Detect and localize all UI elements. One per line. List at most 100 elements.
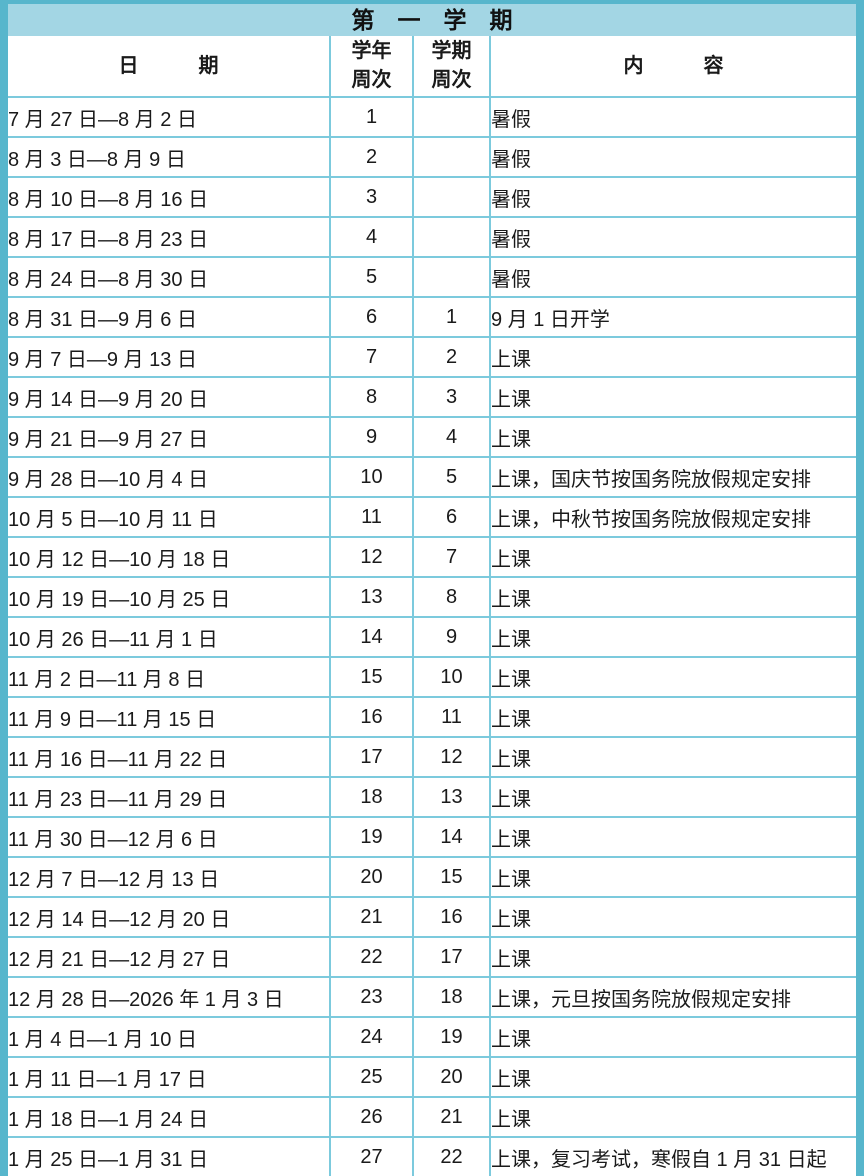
year-week-cell: 24 (329, 1016, 414, 1058)
table-row: 10 月 5 日—10 月 11 日 11 6 上课，中秋节按国务院放假规定安排 (8, 496, 856, 538)
year-week-cell: 8 (329, 376, 414, 418)
table-row: 7 月 27 日—8 月 2 日 1 暑假 (8, 96, 856, 138)
content-cell: 上课，中秋节按国务院放假规定安排 (489, 496, 856, 538)
table-row: 11 月 16 日—11 月 22 日 17 12 上课 (8, 736, 856, 778)
year-week-cell: 21 (329, 896, 414, 938)
table-row: 11 月 23 日—11 月 29 日 18 13 上课 (8, 776, 856, 818)
content-cell: 上课 (489, 1096, 856, 1138)
date-cell: 8 月 17 日—8 月 23 日 (8, 216, 331, 258)
semester-week-cell: 15 (412, 856, 491, 898)
content-cell: 上课 (489, 1016, 856, 1058)
semester-week-cell: 6 (412, 496, 491, 538)
header-semester-week: 学期 周次 (412, 36, 491, 98)
table-row: 1 月 25 日—1 月 31 日 27 22 上课，复习考试，寒假自 1 月 31 … (8, 1136, 856, 1176)
content-cell: 上课 (489, 336, 856, 378)
year-week-cell: 25 (329, 1056, 414, 1098)
content-cell: 上课，复习考试，寒假自 1 月 31 日起 (489, 1136, 856, 1176)
content-cell: 上课 (489, 536, 856, 578)
semester-week-cell: 14 (412, 816, 491, 858)
table-row: 12 月 21 日—12 月 27 日 22 17 上课 (8, 936, 856, 978)
year-week-cell: 4 (329, 216, 414, 258)
date-cell: 8 月 31 日—9 月 6 日 (8, 296, 331, 338)
semester-week-cell: 16 (412, 896, 491, 938)
header-row: 日 期 学年 周次 学期 周次 内 容 (8, 36, 856, 98)
date-cell: 10 月 12 日—10 月 18 日 (8, 536, 331, 578)
content-cell: 上课 (489, 1056, 856, 1098)
semester-week-cell: 11 (412, 696, 491, 738)
semester-week-cell: 22 (412, 1136, 491, 1176)
year-week-cell: 20 (329, 856, 414, 898)
semester-week-cell (412, 176, 491, 218)
year-week-cell: 3 (329, 176, 414, 218)
semester-week-cell: 8 (412, 576, 491, 618)
semester-week-cell: 17 (412, 936, 491, 978)
date-cell: 12 月 7 日—12 月 13 日 (8, 856, 331, 898)
year-week-cell: 23 (329, 976, 414, 1018)
year-week-cell: 27 (329, 1136, 414, 1176)
year-week-cell: 11 (329, 496, 414, 538)
date-cell: 11 月 2 日—11 月 8 日 (8, 656, 331, 698)
semester-week-cell: 1 (412, 296, 491, 338)
content-cell: 上课 (489, 416, 856, 458)
content-cell: 上课 (489, 736, 856, 778)
year-week-cell: 15 (329, 656, 414, 698)
date-cell: 1 月 25 日—1 月 31 日 (8, 1136, 331, 1176)
table-row: 9 月 21 日—9 月 27 日 9 4 上课 (8, 416, 856, 458)
year-week-cell: 5 (329, 256, 414, 298)
year-week-cell: 13 (329, 576, 414, 618)
semester-week-cell (412, 136, 491, 178)
content-cell: 暑假 (489, 256, 856, 298)
content-cell: 上课 (489, 856, 856, 898)
date-cell: 11 月 9 日—11 月 15 日 (8, 696, 331, 738)
content-cell: 暑假 (489, 96, 856, 138)
year-week-cell: 12 (329, 536, 414, 578)
date-cell: 9 月 14 日—9 月 20 日 (8, 376, 331, 418)
header-date: 日 期 (8, 36, 331, 98)
date-cell: 9 月 7 日—9 月 13 日 (8, 336, 331, 378)
calendar-table: 日 期 学年 周次 学期 周次 内 容 7 月 27 日—8 月 2 日 1 暑假 8… (8, 36, 856, 1176)
date-cell: 10 月 5 日—10 月 11 日 (8, 496, 331, 538)
table-row: 11 月 9 日—11 月 15 日 16 11 上课 (8, 696, 856, 738)
year-week-cell: 1 (329, 96, 414, 138)
date-cell: 8 月 10 日—8 月 16 日 (8, 176, 331, 218)
date-cell: 11 月 16 日—11 月 22 日 (8, 736, 331, 778)
semester-week-cell: 3 (412, 376, 491, 418)
semester-title: 第 一 学 期 (8, 4, 856, 36)
semester-week-cell: 12 (412, 736, 491, 778)
content-cell: 上课 (489, 616, 856, 658)
date-cell: 8 月 3 日—8 月 9 日 (8, 136, 331, 178)
content-cell: 9 月 1 日开学 (489, 296, 856, 338)
table-row: 1 月 11 日—1 月 17 日 25 20 上课 (8, 1056, 856, 1098)
year-week-cell: 17 (329, 736, 414, 778)
content-cell: 暑假 (489, 176, 856, 218)
table-row: 10 月 12 日—10 月 18 日 12 7 上课 (8, 536, 856, 578)
date-cell: 11 月 23 日—11 月 29 日 (8, 776, 331, 818)
content-cell: 上课 (489, 576, 856, 618)
content-cell: 上课，元旦按国务院放假规定安排 (489, 976, 856, 1018)
date-cell: 1 月 11 日—1 月 17 日 (8, 1056, 331, 1098)
content-cell: 上课 (489, 896, 856, 938)
content-cell: 暑假 (489, 216, 856, 258)
semester-week-cell: 18 (412, 976, 491, 1018)
content-cell: 上课，国庆节按国务院放假规定安排 (489, 456, 856, 498)
date-cell: 10 月 26 日—11 月 1 日 (8, 616, 331, 658)
semester-week-cell: 7 (412, 536, 491, 578)
table-row: 11 月 30 日—12 月 6 日 19 14 上课 (8, 816, 856, 858)
year-week-cell: 26 (329, 1096, 414, 1138)
table-row: 10 月 19 日—10 月 25 日 13 8 上课 (8, 576, 856, 618)
semester-week-cell: 10 (412, 656, 491, 698)
semester-week-cell: 19 (412, 1016, 491, 1058)
content-cell: 上课 (489, 816, 856, 858)
year-week-cell: 16 (329, 696, 414, 738)
content-cell: 上课 (489, 696, 856, 738)
date-cell: 12 月 14 日—12 月 20 日 (8, 896, 331, 938)
content-cell: 暑假 (489, 136, 856, 178)
table-row: 10 月 26 日—11 月 1 日 14 9 上课 (8, 616, 856, 658)
date-cell: 12 月 28 日—2026 年 1 月 3 日 (8, 976, 331, 1018)
table-body: 7 月 27 日—8 月 2 日 1 暑假 8 月 3 日—8 月 9 日 2 暑假 8 月… (8, 96, 856, 1176)
year-week-cell: 2 (329, 136, 414, 178)
date-cell: 10 月 19 日—10 月 25 日 (8, 576, 331, 618)
year-week-cell: 19 (329, 816, 414, 858)
table-row: 1 月 4 日—1 月 10 日 24 19 上课 (8, 1016, 856, 1058)
